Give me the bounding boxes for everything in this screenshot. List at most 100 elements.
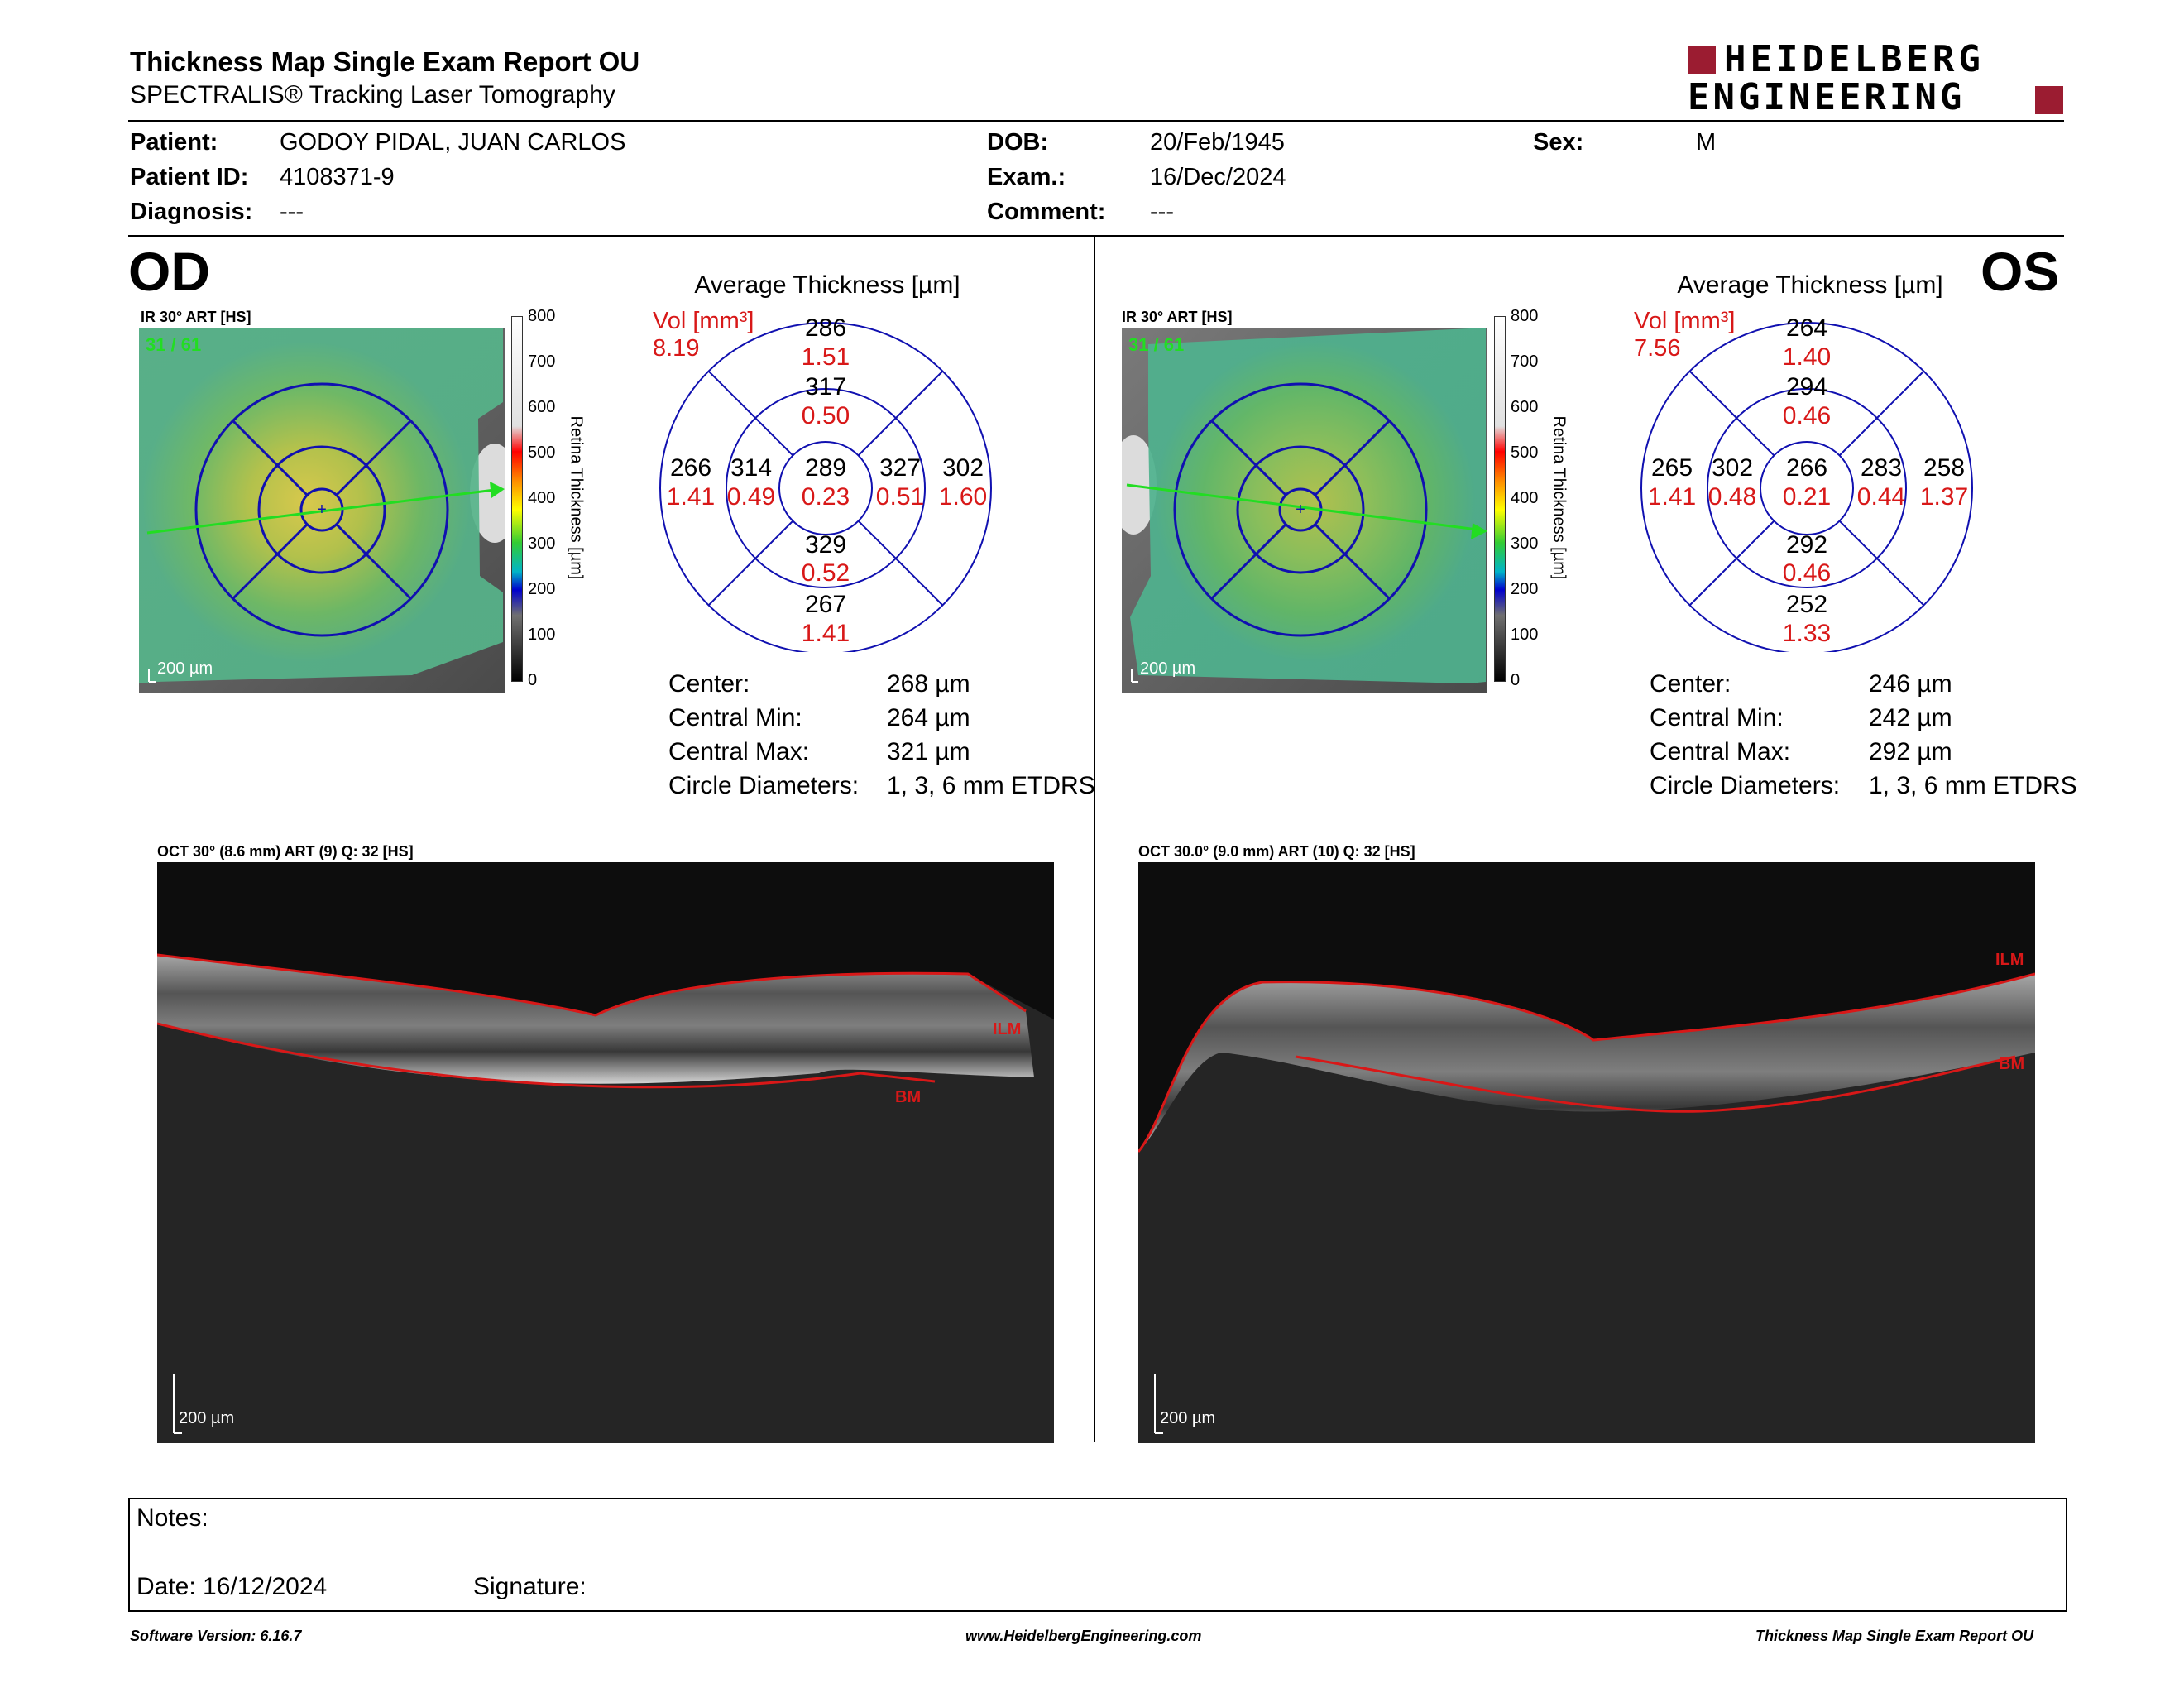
comment-value: --- [1150,199,1174,225]
diagnosis-label: Diagnosis: [130,199,253,225]
os-avg-title: Average Thickness [µm] [1677,271,1943,299]
diagnosis-value: --- [280,199,304,225]
od-outer-right-volume: 1.60 [939,483,987,511]
od-oct-label: OCT 30° (8.6 mm) ART (9) Q: 32 [HS] [157,843,414,860]
report-subtitle: SPECTRALIS® Tracking Laser Tomography [130,81,615,108]
od-ilm-label: ILM [993,1020,1021,1038]
exam-date: 16/Dec/2024 [1150,164,1286,190]
os-eye-label: OS [1980,241,2060,302]
os-colorbar [1494,316,1506,682]
od-oct-scale: 200 µm [179,1409,234,1427]
od-fundus-scale: 200 µm [157,659,213,678]
od-inner-inf-thickness: 329 [805,531,846,559]
os-stat-label: Central Max: [1650,738,1791,765]
patient-label: Patient: [130,129,218,156]
logo-line2: ENGINEERING [1688,76,1966,118]
patient-name: GODOY PIDAL, JUAN CARLOS [280,129,626,156]
signature-label: Signature: [473,1573,587,1600]
os-inner-left-volume: 0.48 [1708,483,1756,511]
od-inner-left-volume: 0.49 [727,483,775,511]
od-fundus-label: IR 30° ART [HS] [141,309,251,325]
od-center-thickness: 289 [805,454,846,482]
os-thickness-map: + 31 / 61 200 µm [1122,328,1487,693]
os-etdrs-grid: 264 1.40 294 0.46 266 0.21 302 0.48 283 … [1640,314,1973,652]
os-stat-label: Central Min: [1650,704,1784,731]
od-colorbar-ticks: 800 700 600 500 400 300 200 100 0 [528,307,556,689]
center-divider [1094,237,1095,1442]
os-oct-scale: 200 µm [1160,1409,1215,1427]
header-divider [128,120,2064,122]
os-inner-inf-thickness: 292 [1786,531,1827,559]
os-inner-inf-volume: 0.46 [1783,559,1831,587]
os-vol-value: 7.56 [1634,335,1681,362]
os-inner-right-volume: 0.44 [1857,483,1905,511]
od-outer-inf-thickness: 267 [805,591,846,618]
dob-value: 20/Feb/1945 [1150,129,1285,156]
os-bm-label: BM [1999,1055,2024,1073]
os-outer-inf-volume: 1.33 [1783,620,1831,647]
os-oct-label: OCT 30.0° (9.0 mm) ART (10) Q: 32 [HS] [1138,843,1415,860]
dob-label: DOB: [987,129,1049,156]
patient-id: 4108371-9 [280,164,395,190]
od-outer-sup-thickness: 286 [805,314,846,342]
os-frame-counter: 31 / 61 [1128,334,1184,355]
os-vol-label: Vol [mm³] [1634,308,1736,334]
os-ilm-label: ILM [1995,951,2024,969]
info-divider [128,235,2064,237]
os-inner-left-thickness: 302 [1712,454,1753,482]
os-fundus-scale: 200 µm [1140,659,1195,678]
os-colorbar-axis-label: Retina Thickness [µm] [1549,415,1569,580]
od-inner-sup-volume: 0.50 [802,402,850,429]
od-outer-left-thickness: 266 [670,454,711,482]
od-thickness-map: + 31 / 61 200 µm [139,328,505,693]
os-outer-sup-thickness: 264 [1786,314,1827,342]
od-stat-label: Center: [668,670,750,698]
os-stat-value: 246 µm [1869,670,1952,698]
od-avg-title: Average Thickness [µm] [694,271,960,299]
exam-label: Exam.: [987,164,1066,190]
os-stat-value: 1, 3, 6 mm ETDRS [1869,772,2077,799]
company-logo: HEIDELBERG ENGINEERING [1688,38,2064,118]
od-frame-counter: 31 / 61 [146,334,201,355]
od-stat-label: Central Max: [668,738,810,765]
sex-value: M [1696,129,1717,156]
od-outer-left-volume: 1.41 [667,483,715,511]
os-outer-right-volume: 1.37 [1920,483,1968,511]
notes-label: Notes: [136,1504,208,1532]
os-inner-sup-volume: 0.46 [1783,402,1831,429]
os-inner-sup-thickness: 294 [1786,373,1827,400]
os-outer-inf-thickness: 252 [1786,591,1827,618]
os-stat-label: Circle Diameters: [1650,772,1841,799]
os-stat-label: Center: [1650,670,1731,698]
od-stat-label: Central Min: [668,704,802,731]
os-stat-value: 292 µm [1869,738,1952,765]
od-colorbar-axis-label: Retina Thickness [µm] [567,415,586,580]
os-stat-value: 242 µm [1869,704,1952,731]
os-outer-sup-volume: 1.40 [1783,343,1831,371]
os-colorbar-ticks: 800 700 600 500 400 300 200 100 0 [1511,307,1539,689]
os-outer-left-thickness: 265 [1651,454,1693,482]
patient-id-label: Patient ID: [130,164,249,190]
footer-website: www.HeidelbergEngineering.com [965,1628,1202,1644]
footer-software-version: Software Version: 6.16.7 [130,1628,302,1644]
svg-text:+: + [1296,501,1305,519]
od-vol-label: Vol [mm³] [653,308,754,334]
od-bm-label: BM [895,1088,921,1106]
comment-label: Comment: [987,199,1106,225]
od-stat-value: 268 µm [887,670,970,698]
os-outer-left-volume: 1.41 [1648,483,1696,511]
os-outer-right-thickness: 258 [1923,454,1965,482]
os-inner-right-thickness: 283 [1861,454,1902,482]
od-etdrs-grid: 286 1.51 317 0.50 289 0.23 314 0.49 327 … [659,314,992,652]
od-inner-right-thickness: 327 [879,454,921,482]
notes-box[interactable]: Notes: Date: 16/12/2024 Signature: [128,1498,2067,1612]
od-center-volume: 0.23 [802,483,850,511]
od-colorbar [511,316,523,682]
od-stat-value: 321 µm [887,738,970,765]
od-inner-inf-volume: 0.52 [802,559,850,587]
od-oct-bscan: ILM BM 200 µm [157,862,1054,1443]
od-outer-sup-volume: 1.51 [802,343,850,371]
os-oct-bscan: ILM BM 200 µm [1138,862,2035,1443]
od-stat-value: 1, 3, 6 mm ETDRS [887,772,1095,799]
logo-line1: HEIDELBERG [1724,38,1985,80]
